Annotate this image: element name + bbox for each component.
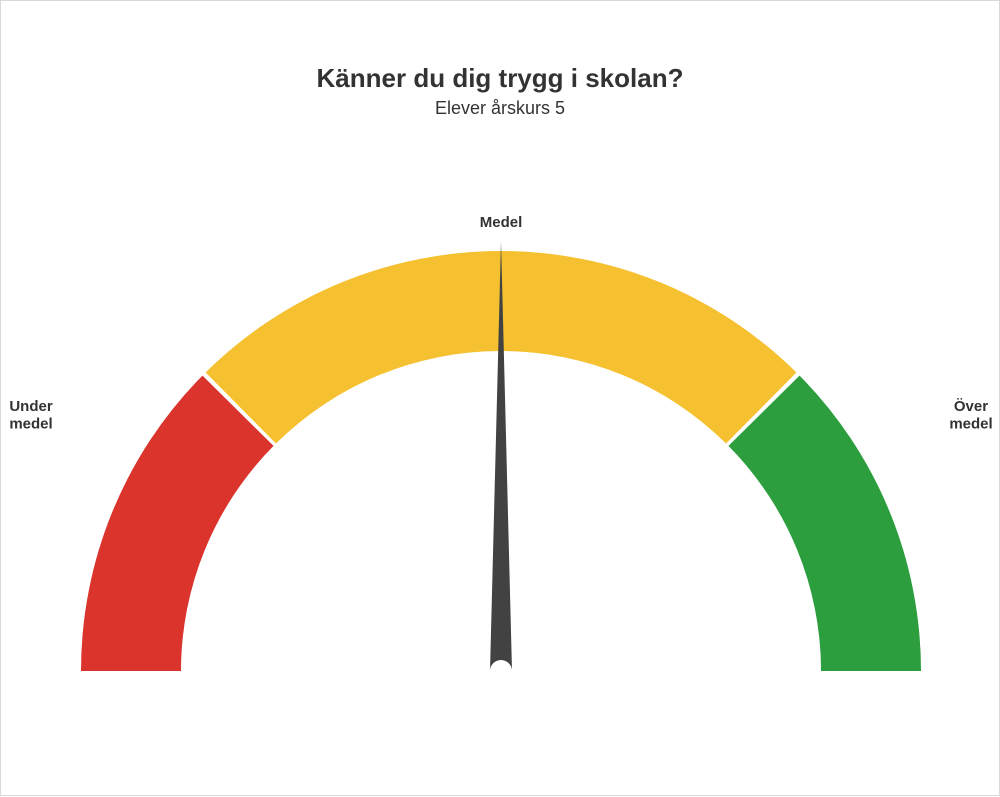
gauge-segment-0 [81,376,274,671]
gauge-tick-label: Undermedel [9,398,53,432]
gauge-tick-label: Medel [480,214,523,231]
gauge-segment-2 [728,376,921,671]
gauge-tick-label: Övermedel [949,398,992,432]
chart-frame: Känner du dig trygg i skolan? Elever års… [0,0,1000,796]
gauge-chart: Undermedel Medel Övermedel [1,1,1000,797]
